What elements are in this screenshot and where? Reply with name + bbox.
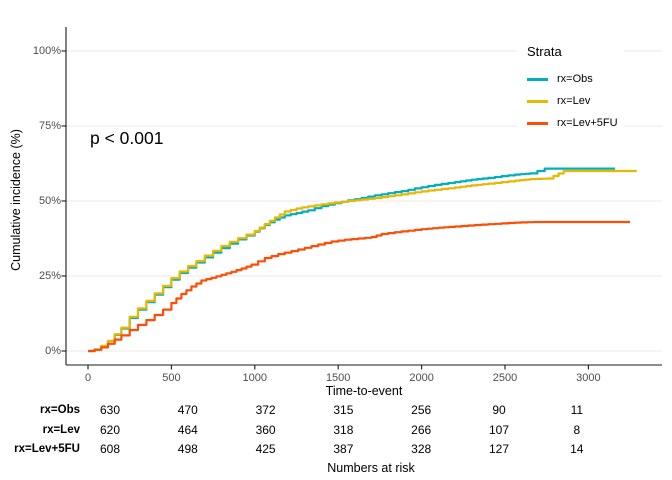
x-tick-label-1500: 1500 [325, 372, 351, 384]
legend-label: rx=Obs [557, 73, 593, 85]
risk-value: 90 [492, 403, 506, 417]
risk-value: 387 [333, 441, 354, 456]
risk-value: 372 [255, 403, 276, 417]
legend: Strata rx=Obs rx=Lev rx=Lev+5FU [517, 42, 624, 138]
risk-value: 14 [570, 441, 584, 456]
y-tick-label-50%: 50% [38, 194, 61, 207]
risk-value: 360 [255, 422, 276, 437]
risk-row-label-rx=Obs: rx=Obs [40, 404, 80, 416]
y-tick-label-0%: 0% [45, 344, 61, 357]
legend-key-line-icon [527, 121, 548, 125]
risk-value: 498 [177, 441, 198, 456]
risk-value: 8 [573, 422, 581, 437]
y-tick-label-75%: 75% [38, 119, 61, 132]
x-tick-label-3000: 3000 [576, 372, 601, 384]
x-axis-title: Time-to-event [325, 384, 403, 398]
risk-value: 470 [177, 403, 198, 417]
curve-rx=Lev [88, 169, 637, 353]
legend-items: rx=Obs rx=Lev rx=Lev+5FU [527, 68, 618, 134]
legend-item-rx=Lev+5FU: rx=Lev+5FU [527, 112, 618, 134]
risk-value: 620 [99, 422, 121, 437]
legend-item-rx=Lev: rx=Lev [527, 90, 618, 112]
risk-value: 630 [99, 403, 121, 417]
legend-item-rx=Obs: rx=Obs [527, 68, 618, 90]
legend-label: rx=Lev [557, 95, 591, 107]
legend-title: Strata [527, 44, 562, 59]
risk-row-label-rx=Lev: rx=Lev [42, 423, 80, 436]
p-value-annotation: p < 0.001 [90, 128, 164, 148]
risk-value: 608 [99, 441, 121, 456]
x-tick-label-2500: 2500 [492, 372, 518, 384]
risk-value: 318 [333, 422, 354, 437]
risk-value: 127 [488, 441, 510, 456]
curve-rx=Obs [88, 167, 616, 353]
x-tick-label-2000: 2000 [409, 372, 434, 384]
y-tick-label-25%: 25% [38, 269, 61, 282]
curve-rx=Lev+5FU [88, 220, 631, 353]
numbers-at-risk-title: Numbers at risk [327, 461, 415, 475]
legend-key-line-icon [527, 99, 548, 103]
risk-value: 107 [488, 422, 510, 437]
legend-key-line-icon [527, 77, 548, 81]
risk-value: 464 [177, 422, 198, 437]
risk-value: 425 [255, 441, 276, 456]
risk-value: 11 [570, 403, 584, 417]
x-tick-label-1000: 1000 [242, 372, 268, 384]
risk-value: 315 [333, 403, 354, 417]
risk-row-label-rx=Lev+5FU: rx=Lev+5FU [14, 442, 80, 455]
risk-value: 328 [411, 441, 432, 456]
legend-label: rx=Lev+5FU [557, 117, 618, 129]
x-tick-label-0: 0 [84, 372, 92, 384]
x-tick-label-500: 500 [162, 372, 181, 384]
risk-value: 256 [411, 403, 432, 417]
y-tick-label-100%: 100% [32, 44, 61, 57]
risk-value: 266 [411, 422, 432, 437]
